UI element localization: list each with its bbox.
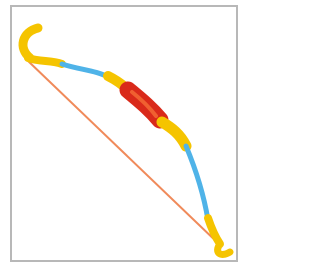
page: (() => { const data = JSON.parse(documen… — [0, 0, 320, 267]
bow-icon — [0, 0, 240, 267]
upper-limb-end — [28, 58, 62, 64]
background — [0, 0, 240, 267]
